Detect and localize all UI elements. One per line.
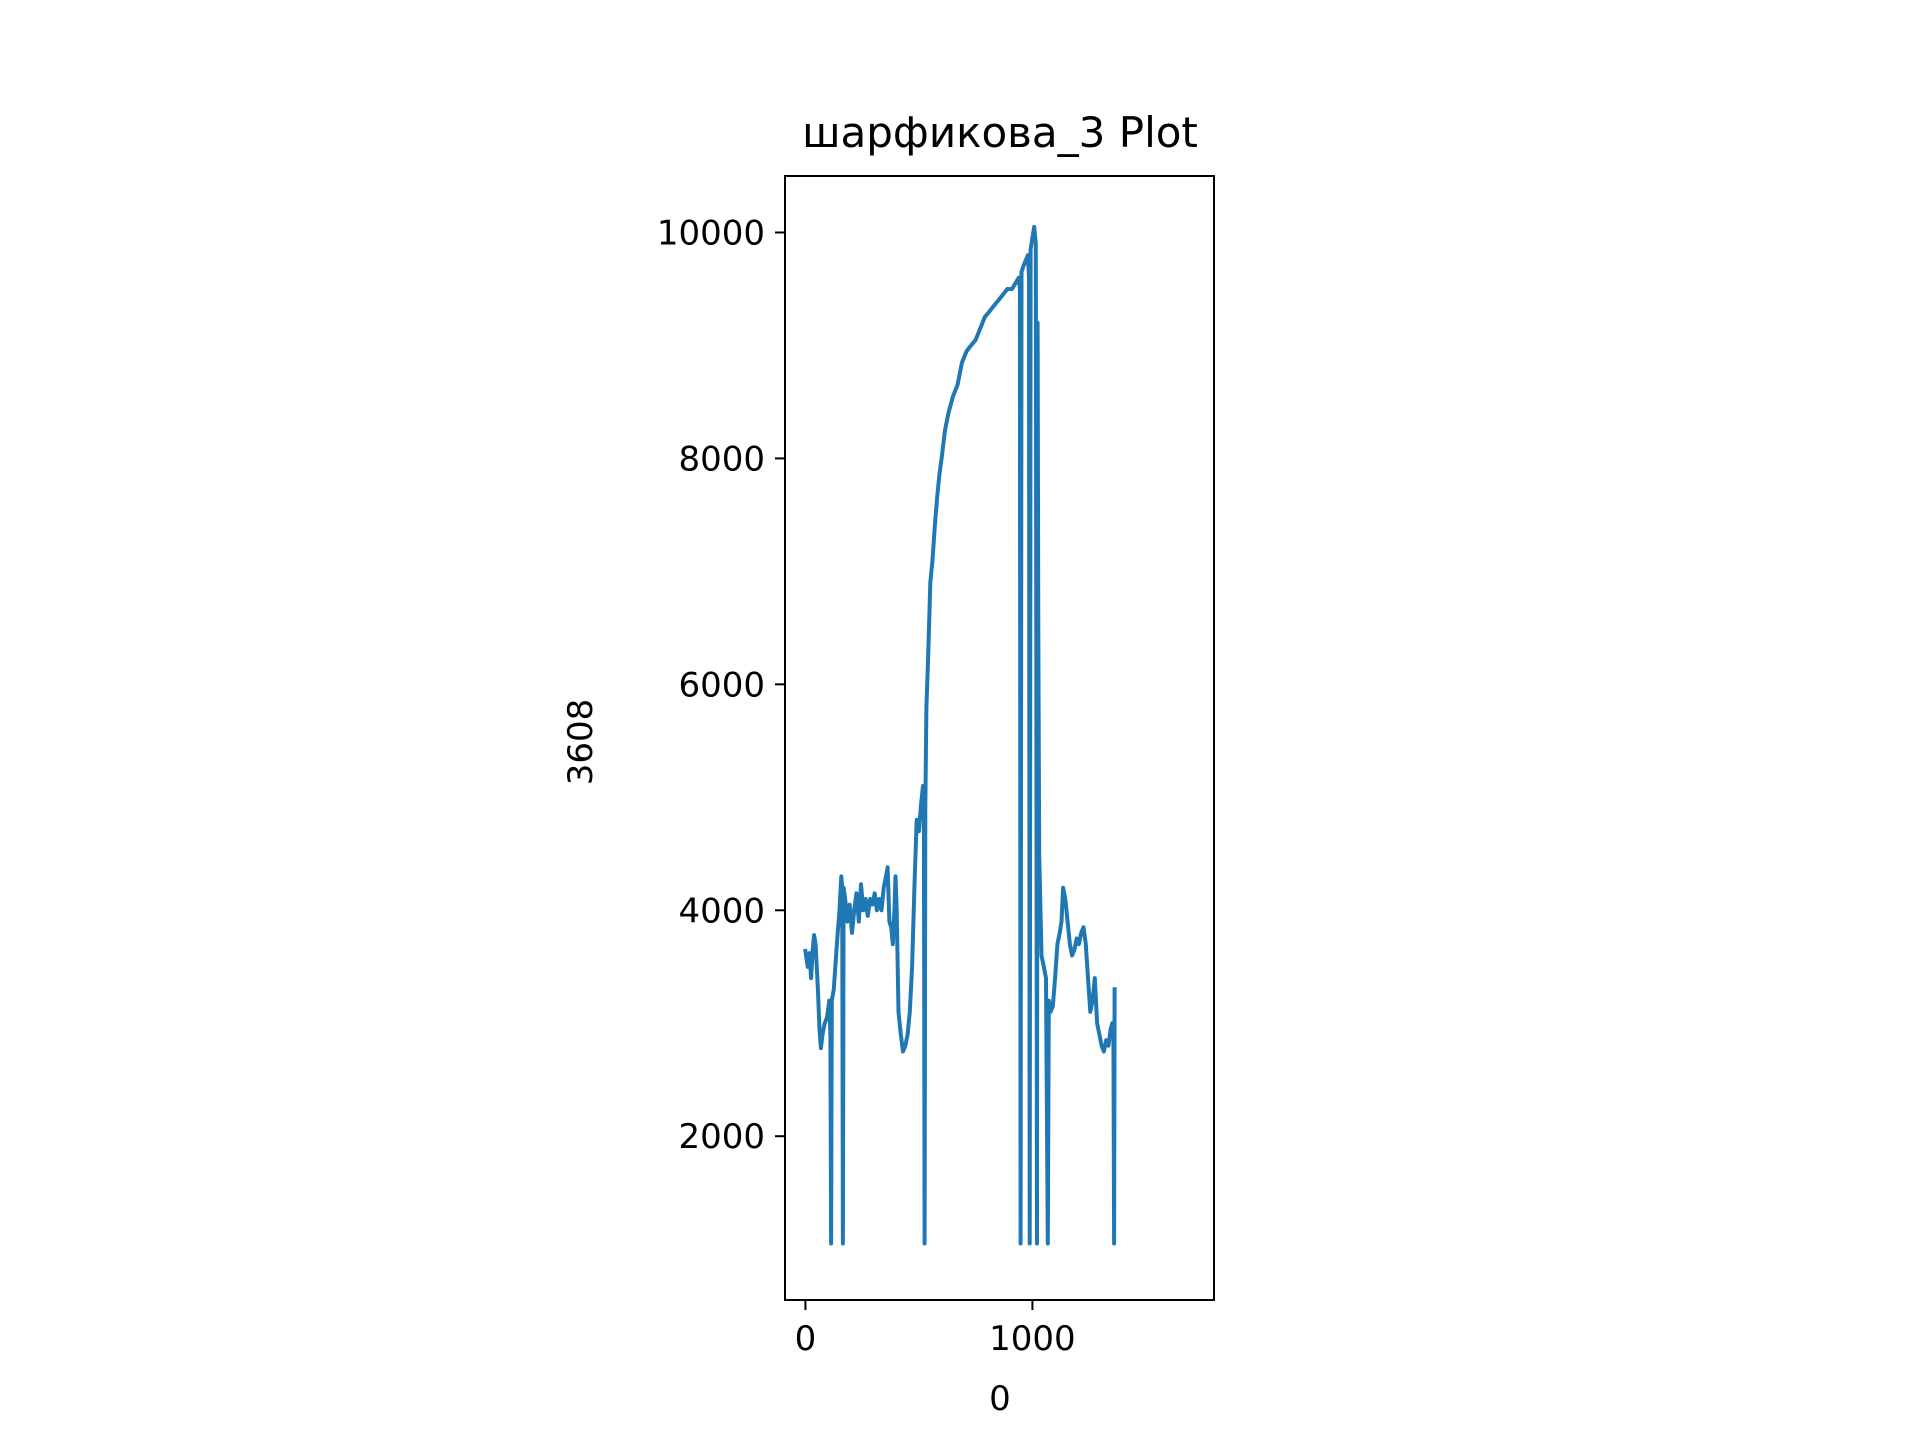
- x-axis-ticks: 0 1000: [795, 1300, 1076, 1359]
- x-tick-label: 0: [795, 1319, 817, 1359]
- y-axis-label: 3608: [561, 699, 601, 786]
- plot-frame: [784, 175, 1215, 1301]
- y-tick-label: 6000: [678, 665, 765, 705]
- x-axis-label: 0: [989, 1379, 1011, 1419]
- y-tick-label: 2000: [678, 1117, 765, 1157]
- plot-area: [784, 175, 1215, 1301]
- data-line: [803, 224, 1117, 1246]
- y-tick-label: 10000: [657, 213, 765, 253]
- y-tick-label: 4000: [678, 891, 765, 931]
- y-tick-label: 8000: [678, 439, 765, 479]
- chart-title: шарфикова_3 Plot: [802, 108, 1198, 157]
- y-axis-ticks: 2000 4000 6000 8000 10000: [657, 213, 785, 1157]
- x-tick-label: 1000: [989, 1319, 1076, 1359]
